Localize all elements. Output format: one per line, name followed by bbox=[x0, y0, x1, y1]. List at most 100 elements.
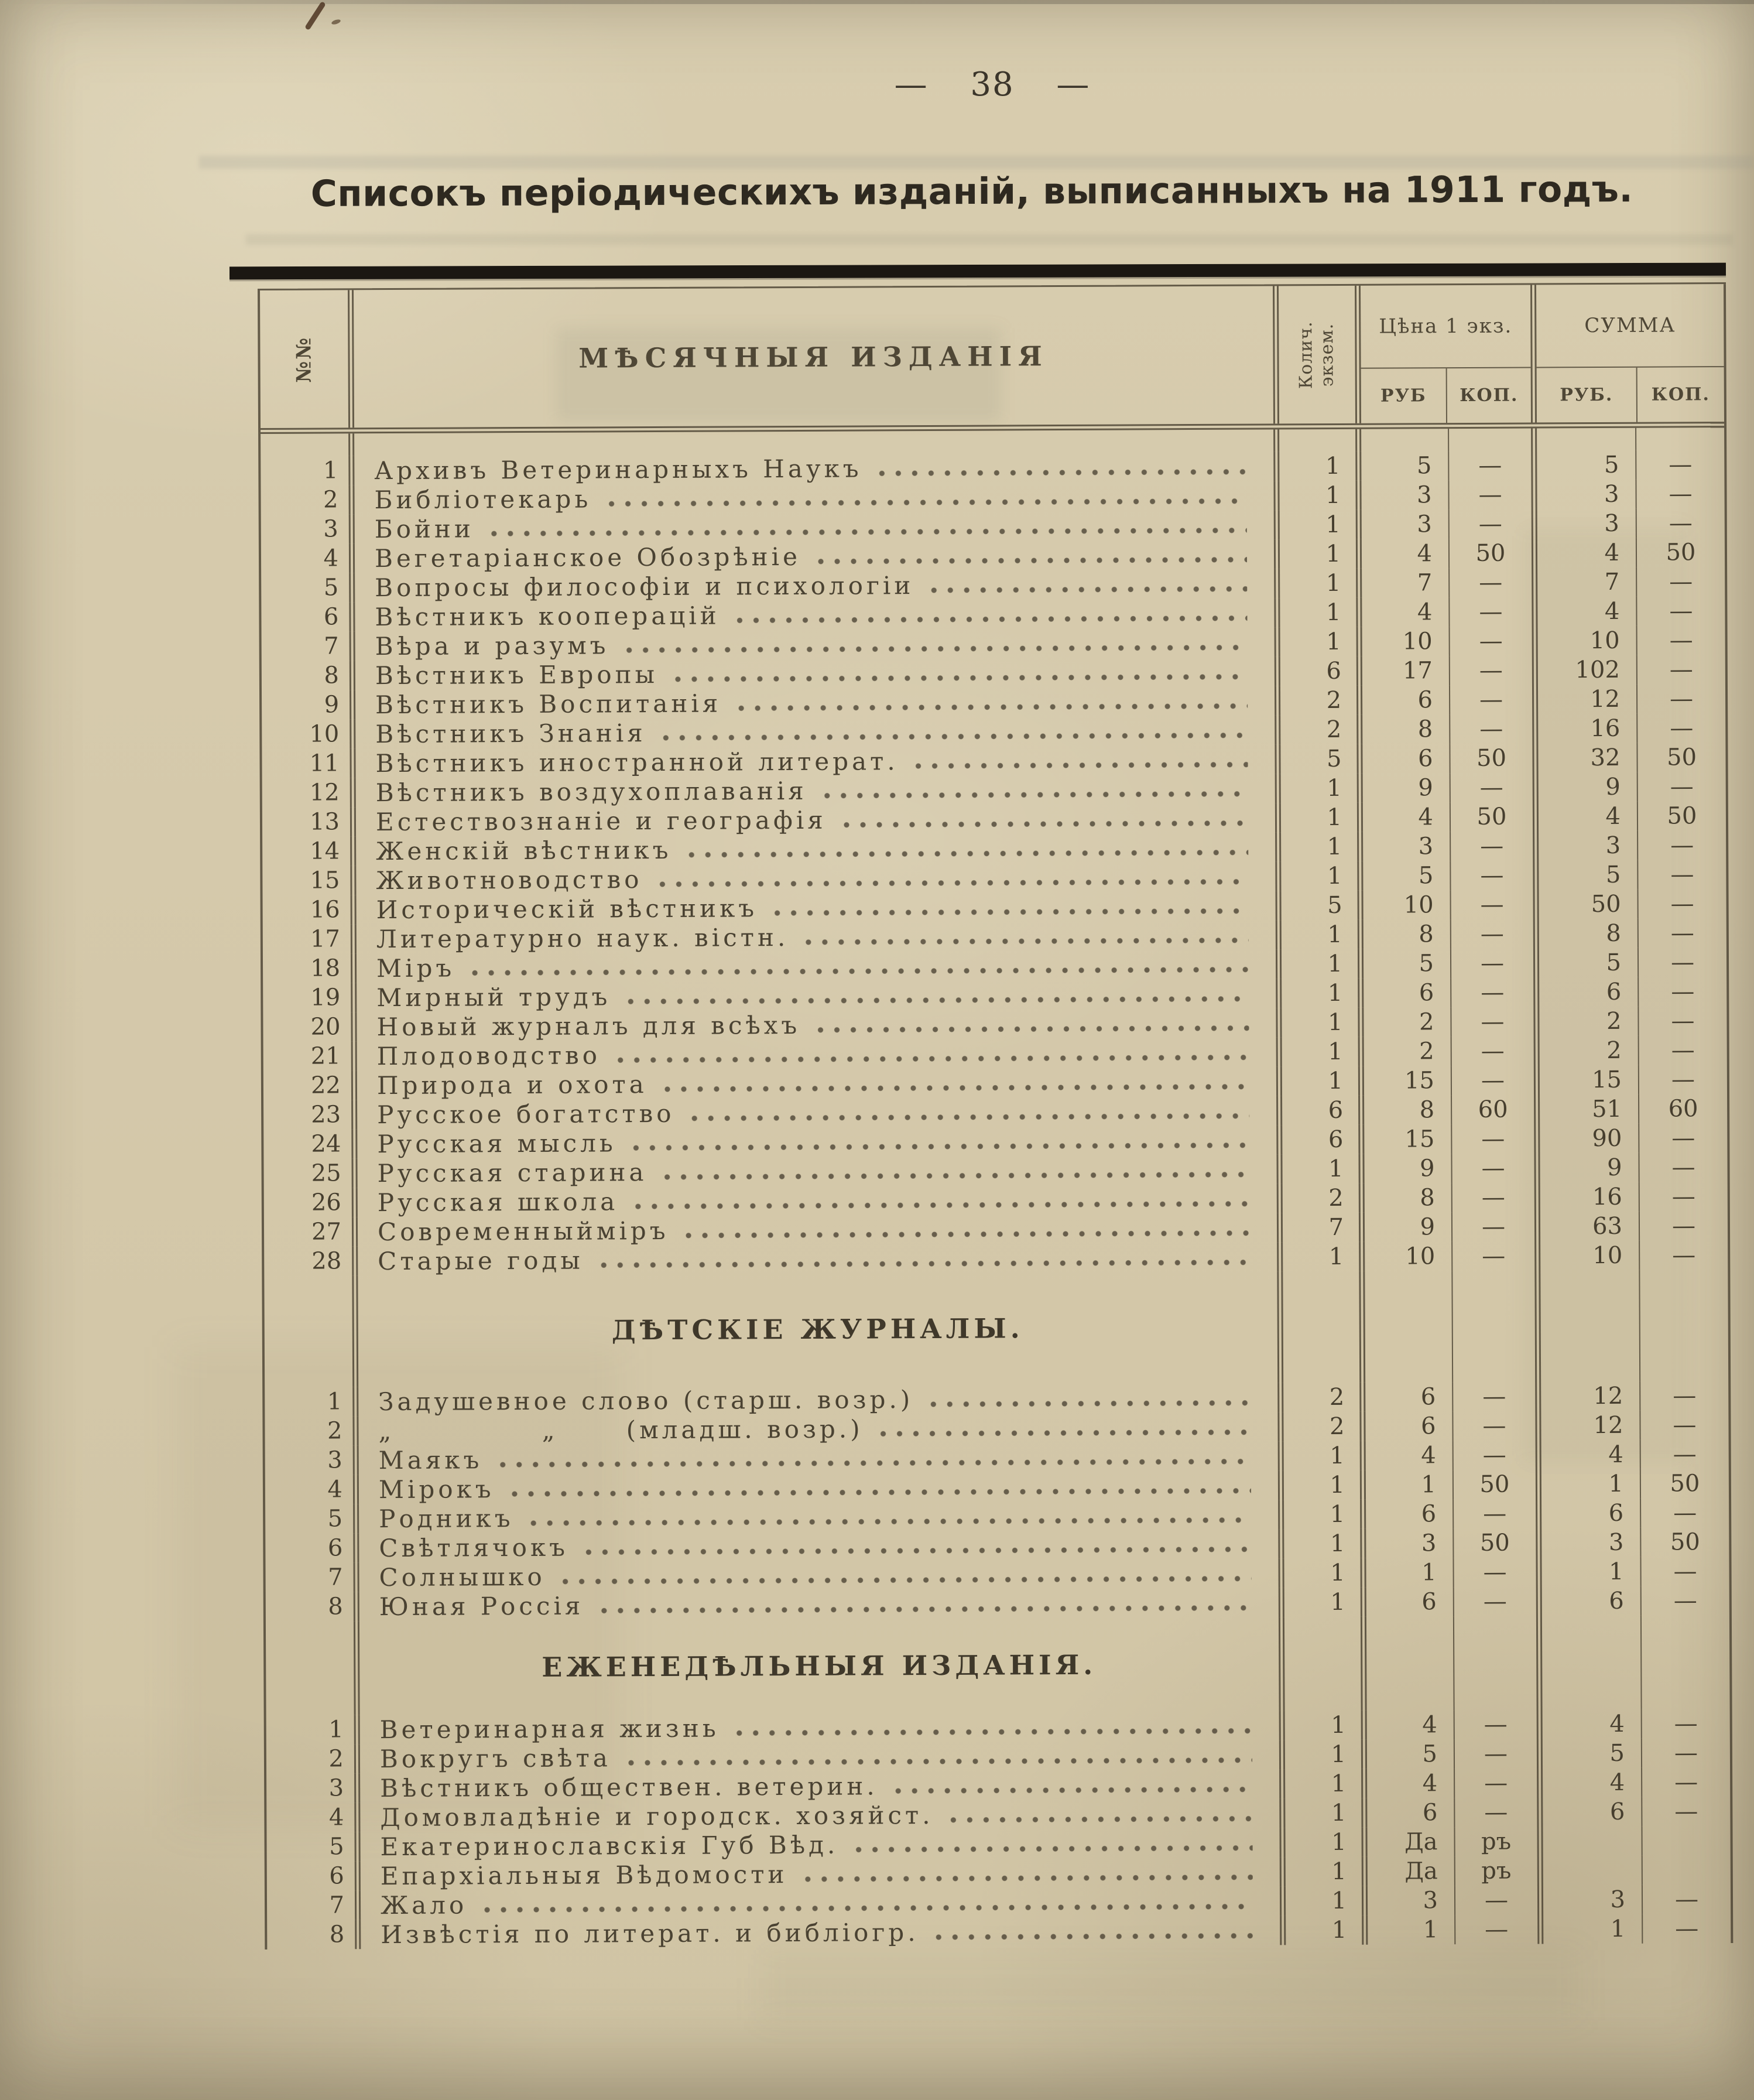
table-body: 1 Архивъ Ветеринарныхъ Наукъ 1 5 — 5 — 2… bbox=[261, 427, 1731, 1949]
copies-count: 1 bbox=[1282, 1066, 1365, 1096]
sum-kopeks: — bbox=[1669, 685, 1694, 713]
copies-count: 6 bbox=[1280, 656, 1362, 686]
sum-rubles: 5 bbox=[1537, 450, 1637, 480]
price-kopeks: — bbox=[1451, 860, 1539, 891]
price-kopeks: — bbox=[1455, 1885, 1544, 1916]
publication-title: Плодоводство bbox=[376, 1040, 601, 1070]
empty-cell bbox=[1541, 1615, 1642, 1710]
price-kopeks: — bbox=[1450, 597, 1538, 627]
publication-title: Вѣстникъ Воспитанія bbox=[375, 689, 722, 719]
price-rubles: 4 bbox=[1361, 539, 1450, 569]
publication-title: Жало bbox=[380, 1890, 468, 1920]
price-kopeks: — bbox=[1454, 1739, 1543, 1769]
sum-kopeks: — bbox=[1670, 890, 1694, 918]
row-number: 13 bbox=[262, 807, 357, 837]
price-rubles: Да bbox=[1367, 1827, 1455, 1857]
sum-rubles: 10 bbox=[1537, 625, 1637, 656]
row-number: 6 bbox=[266, 1861, 361, 1891]
row-number: 20 bbox=[263, 1012, 357, 1042]
row-number: 21 bbox=[263, 1041, 357, 1071]
sum-kopeks: — bbox=[1673, 1441, 1697, 1468]
price-rubles: 3 bbox=[1366, 1528, 1454, 1558]
sum-rubles: 6 bbox=[1541, 1586, 1642, 1616]
publication-title: Маякъ bbox=[378, 1445, 483, 1475]
row-number: 11 bbox=[262, 748, 356, 778]
publication-name-cell: Бойни bbox=[354, 510, 1280, 544]
sum-kopeks: — bbox=[1673, 1382, 1697, 1410]
empty-cell bbox=[1642, 1615, 1730, 1709]
publication-name-cell: Природа и охота bbox=[357, 1066, 1283, 1100]
dotted-leader bbox=[735, 1726, 1252, 1738]
price-kopeks: 50 bbox=[1453, 1469, 1542, 1500]
sum-kopeks: — bbox=[1671, 1154, 1695, 1181]
dotted-leader bbox=[600, 1603, 1252, 1615]
row-number: 9 bbox=[261, 690, 356, 720]
price-rubles: 5 bbox=[1363, 861, 1451, 891]
publication-name-cell: Старые годы bbox=[358, 1242, 1283, 1276]
publication-title: Домовладѣніе и городск. хозяйст. bbox=[380, 1800, 934, 1832]
publication-name-cell: Вопросы философіи и психологіи bbox=[355, 569, 1280, 603]
price-kopeks: — bbox=[1453, 1381, 1541, 1412]
price-rubles: 9 bbox=[1364, 1154, 1452, 1184]
row-number: 5 bbox=[266, 1832, 361, 1862]
price-rubles: 4 bbox=[1366, 1710, 1455, 1740]
price-kopeks: 50 bbox=[1454, 1528, 1542, 1558]
publication-title: Свѣтлячокъ bbox=[379, 1533, 569, 1562]
header-cell-price-group: Цѣна 1 экз. РУБ КОП. bbox=[1360, 285, 1537, 423]
publication-name-cell: Вѣстникъ Знанія bbox=[355, 715, 1281, 749]
publication-title: Епархіальныя Вѣдомости bbox=[380, 1859, 788, 1890]
price-rubles: 6 bbox=[1366, 1587, 1454, 1617]
publication-title: Вѣстникъ иностранной литерат. bbox=[375, 746, 899, 778]
dotted-leader bbox=[490, 526, 1247, 538]
section-title: ЕЖЕНЕДѢЛЬНЫЯ ИЗДАНІЯ. bbox=[542, 1648, 1097, 1683]
empty-cell bbox=[1640, 1270, 1728, 1381]
row-number: 6 bbox=[265, 1533, 359, 1563]
price-kopeks bbox=[1449, 428, 1537, 452]
sum-rubles: 4 bbox=[1537, 596, 1637, 627]
sum-kopeks: 50 bbox=[1666, 744, 1697, 771]
publication-name-cell: Маякъ bbox=[358, 1441, 1284, 1475]
price-kopeks: 50 bbox=[1450, 802, 1539, 832]
dotted-leader bbox=[914, 760, 1248, 771]
publication-name-cell: Женскій вѣстникъ bbox=[356, 832, 1282, 866]
publication-name-cell: Домовладѣніе и городск. хозяйст. bbox=[360, 1798, 1286, 1832]
sum-rubles: 4 bbox=[1538, 801, 1639, 832]
sum-kopeks: — bbox=[1674, 1769, 1698, 1796]
dotted-leader bbox=[662, 731, 1248, 742]
row-number: 1 bbox=[266, 1715, 360, 1745]
sum-rubles: 6 bbox=[1541, 1498, 1642, 1528]
sum-kopeks: — bbox=[1674, 1710, 1698, 1738]
sum-kopeks: — bbox=[1669, 509, 1693, 537]
price-rubles: 6 bbox=[1366, 1499, 1454, 1529]
sum-rubles: 8 bbox=[1539, 918, 1639, 949]
row-number: 5 bbox=[261, 573, 355, 603]
price-rubles: 10 bbox=[1363, 890, 1451, 920]
price-rubles: 9 bbox=[1362, 773, 1451, 803]
publication-title: Естествознаніе и географія bbox=[375, 805, 827, 836]
publication-title: Бойни bbox=[374, 514, 475, 543]
copies-count: 1 bbox=[1284, 1528, 1366, 1559]
copies-count: 5 bbox=[1280, 744, 1363, 774]
price-kopeks: — bbox=[1450, 685, 1539, 715]
price-kopeks: — bbox=[1453, 1411, 1541, 1441]
price-kopeks: — bbox=[1455, 1768, 1543, 1798]
price-kopeks: — bbox=[1451, 1007, 1540, 1037]
copies-count: 1 bbox=[1284, 1739, 1368, 1770]
price-kopeks: — bbox=[1451, 948, 1540, 979]
publication-title: Природа и охота bbox=[376, 1069, 648, 1100]
sum-rubles bbox=[1543, 1826, 1643, 1856]
publication-name-cell: Вегетаріанское Обозрѣніе bbox=[354, 539, 1280, 573]
publication-title: Русская мысль bbox=[377, 1128, 616, 1158]
dotted-leader bbox=[561, 1574, 1252, 1586]
sum-kopeks: 60 bbox=[1668, 1095, 1698, 1123]
sum-kopeks: — bbox=[1670, 949, 1695, 976]
row-number: 2 bbox=[266, 1744, 361, 1774]
section-title-cell: ДѢТСКІЕ ЖУРНАЛЫ. bbox=[358, 1271, 1284, 1387]
publication-name-cell: Екатеринославскія Губ Вѣд. bbox=[360, 1828, 1286, 1862]
copies-count: 1 bbox=[1280, 597, 1362, 628]
copies-count: 1 bbox=[1283, 1241, 1365, 1272]
dotted-leader bbox=[616, 1053, 1249, 1065]
sum-kopeks: — bbox=[1674, 1739, 1698, 1767]
empty-cell bbox=[1365, 1271, 1454, 1383]
publication-name-cell: Архивъ Ветеринарныхъ Наукъ bbox=[354, 452, 1280, 485]
